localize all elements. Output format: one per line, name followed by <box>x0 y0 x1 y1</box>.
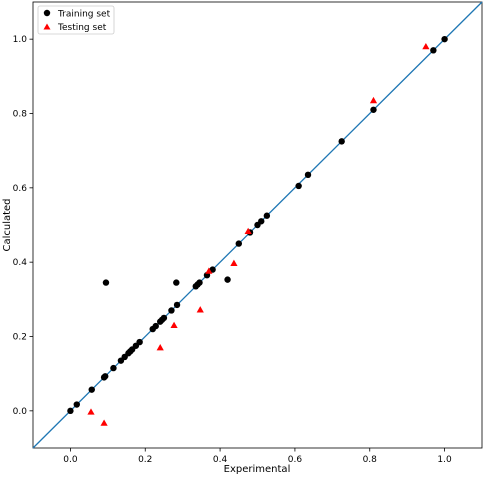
training-point <box>441 35 448 43</box>
legend-training-marker <box>43 9 51 17</box>
y-tick-label: 0.0 <box>13 407 28 417</box>
training-point <box>304 171 312 179</box>
training-point <box>173 301 181 309</box>
training-point <box>102 373 109 380</box>
plot-frame <box>32 1 483 449</box>
training-point <box>338 138 345 145</box>
testing-point <box>156 344 164 351</box>
training-point <box>258 218 265 225</box>
series-layer <box>67 35 448 426</box>
training-point <box>295 182 302 190</box>
y-tick-label: 0.2 <box>13 333 27 343</box>
training-point <box>209 266 216 273</box>
training-point <box>430 47 437 54</box>
y-tick-label: 1.0 <box>13 35 28 45</box>
legend: Training set Testing set <box>37 5 115 35</box>
testing-point <box>230 259 238 266</box>
x-tick-label: 0.4 <box>213 455 228 465</box>
training-point <box>88 386 95 393</box>
x-tick-label: 0.8 <box>363 455 378 465</box>
testing-point <box>205 267 213 274</box>
legend-testing-label: Testing set <box>57 23 107 33</box>
x-tick-label: 1.0 <box>437 455 452 465</box>
testing-point <box>369 96 378 104</box>
legend-training-label: Training set <box>57 10 111 20</box>
testing-point <box>196 306 204 313</box>
x-axis-ticks: 0.0 0.2 0.4 0.6 0.8 1.0 <box>63 448 452 465</box>
x-axis-label: Experimental <box>224 464 291 475</box>
testing-point <box>100 419 108 426</box>
y-axis-ticks: 0.0 0.2 0.4 0.6 0.8 1.0 <box>13 35 33 417</box>
x-tick-label: 0.2 <box>138 455 152 465</box>
training-point <box>160 314 168 322</box>
training-point <box>110 364 117 372</box>
legend-testing-marker <box>43 23 51 30</box>
testing-point <box>170 321 178 329</box>
training-point <box>196 279 203 286</box>
training-point <box>168 307 175 314</box>
y-tick-label: 0.4 <box>13 258 28 268</box>
training-point <box>173 279 180 286</box>
x-tick-label: 0.0 <box>63 455 78 465</box>
training-point <box>263 212 271 219</box>
training-point <box>224 276 231 283</box>
x-tick-label: 0.6 <box>288 455 303 465</box>
training-point <box>152 322 159 330</box>
training-point <box>370 106 377 113</box>
training-point <box>136 338 143 346</box>
training-point <box>67 407 74 415</box>
training-point <box>102 279 110 286</box>
testing-point <box>87 408 95 415</box>
testing-point <box>422 43 430 50</box>
training-point <box>73 401 80 408</box>
testing-point <box>244 227 252 235</box>
legend-box <box>37 5 115 35</box>
y-tick-label: 0.6 <box>13 184 28 194</box>
training-point <box>235 240 242 247</box>
y-axis-label: Calculated <box>2 198 13 251</box>
y-tick-label: 0.8 <box>13 110 28 120</box>
